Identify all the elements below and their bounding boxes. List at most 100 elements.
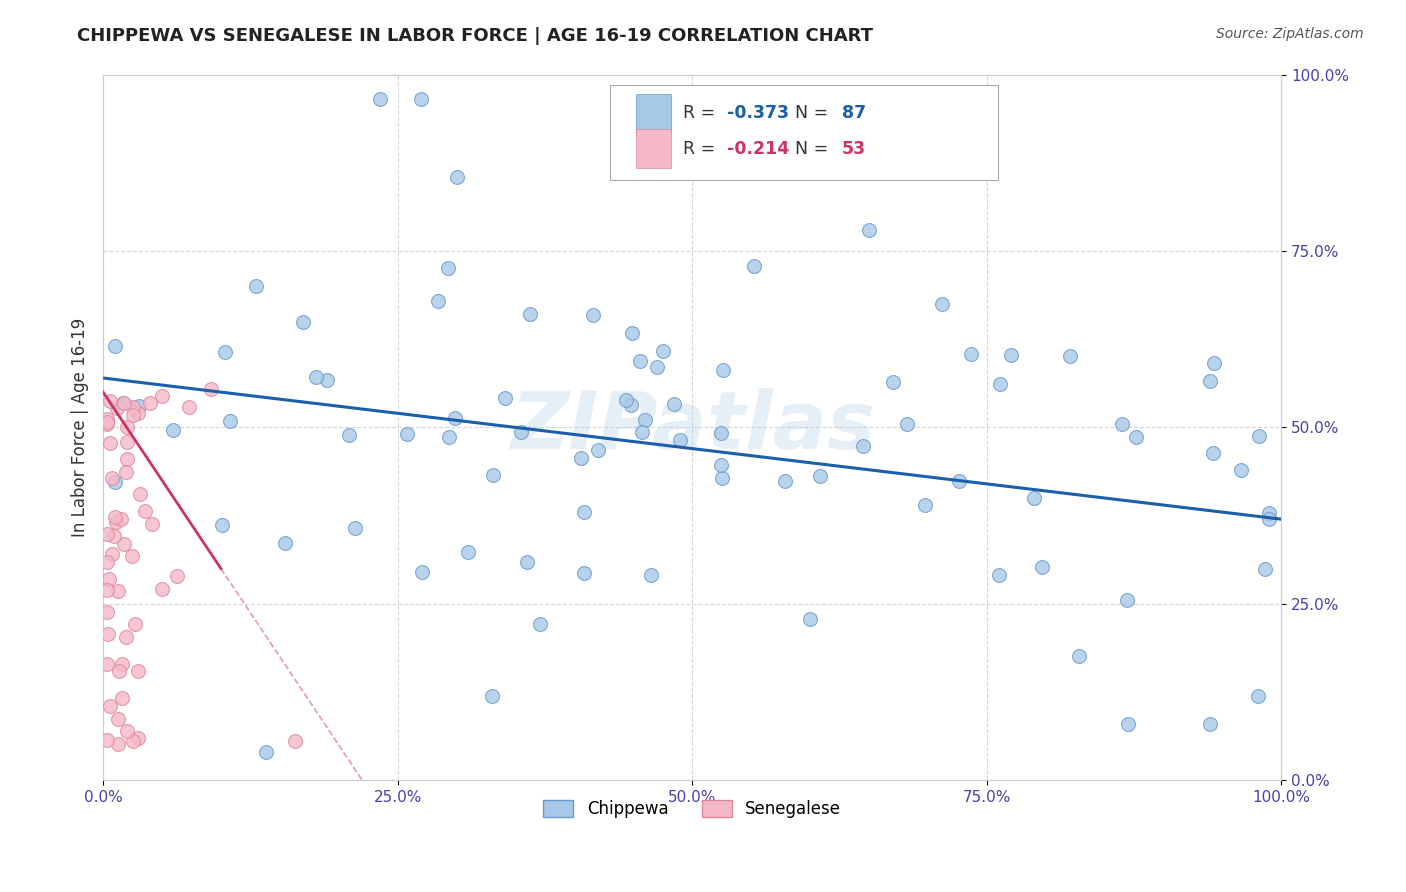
Point — [96, 657, 118, 672]
Legend: Chippewa, Senegalese: Chippewa, Senegalese — [537, 793, 848, 825]
Point — [107, 583, 129, 598]
Point — [111, 657, 134, 672]
Point — [127, 665, 149, 679]
Point — [107, 738, 129, 752]
Point — [481, 689, 503, 703]
Point — [569, 451, 592, 466]
Point — [1000, 348, 1022, 362]
Point — [141, 516, 163, 531]
Point — [457, 545, 479, 559]
Point — [211, 518, 233, 533]
Point — [1202, 356, 1225, 370]
Point — [1059, 350, 1081, 364]
Point — [658, 155, 681, 169]
Point — [411, 566, 433, 580]
Point — [305, 370, 328, 384]
Point — [104, 475, 127, 489]
Point — [631, 425, 654, 439]
Point — [124, 616, 146, 631]
Point — [628, 354, 651, 368]
Point — [620, 398, 643, 412]
Text: -0.373: -0.373 — [727, 104, 789, 122]
Point — [1024, 491, 1046, 505]
Point — [98, 698, 121, 713]
Point — [709, 458, 731, 472]
Point — [988, 376, 1011, 391]
Point — [620, 326, 643, 341]
Point — [411, 92, 433, 106]
Point — [808, 468, 831, 483]
Point — [105, 401, 128, 416]
Point — [121, 734, 143, 748]
Point — [437, 261, 460, 276]
Point — [1199, 716, 1222, 731]
Point — [773, 475, 796, 489]
Point — [104, 339, 127, 353]
Point — [98, 394, 121, 409]
Point — [1031, 559, 1053, 574]
Point — [1202, 446, 1225, 460]
Point — [572, 505, 595, 519]
Point — [634, 413, 657, 427]
Point — [254, 745, 277, 759]
Point — [852, 439, 875, 453]
Y-axis label: In Labor Force | Age 16-19: In Labor Force | Age 16-19 — [72, 318, 89, 537]
Point — [200, 382, 222, 396]
Point — [931, 296, 953, 310]
Point — [669, 433, 692, 447]
Point — [101, 547, 124, 561]
Text: 87: 87 — [842, 104, 866, 122]
Point — [108, 664, 131, 678]
Point — [914, 499, 936, 513]
Point — [582, 308, 605, 322]
Point — [96, 605, 118, 619]
Point — [858, 223, 880, 237]
Point — [437, 430, 460, 444]
Point — [960, 347, 983, 361]
Point — [710, 425, 733, 440]
Text: N =: N = — [794, 140, 828, 158]
Point — [1246, 689, 1268, 703]
Text: ZIPatlas: ZIPatlas — [509, 388, 875, 467]
Point — [103, 529, 125, 543]
Point — [121, 549, 143, 563]
Point — [343, 521, 366, 535]
Text: R =: R = — [683, 104, 714, 122]
Point — [510, 425, 533, 439]
Point — [111, 395, 134, 409]
FancyBboxPatch shape — [636, 94, 671, 133]
Point — [1111, 417, 1133, 432]
Point — [572, 566, 595, 580]
Point — [645, 359, 668, 374]
Point — [122, 408, 145, 422]
Point — [104, 509, 127, 524]
Point — [97, 572, 120, 586]
Point — [96, 583, 118, 598]
Point — [316, 373, 339, 387]
Point — [337, 428, 360, 442]
Point — [284, 733, 307, 747]
Point — [652, 344, 675, 359]
Point — [446, 169, 468, 184]
Point — [150, 389, 173, 403]
Point — [710, 471, 733, 485]
Point — [529, 617, 551, 632]
Point — [1254, 562, 1277, 576]
Point — [588, 442, 610, 457]
Point — [97, 626, 120, 640]
Point — [444, 411, 467, 425]
Point — [948, 474, 970, 488]
Point — [177, 400, 200, 414]
Point — [107, 712, 129, 726]
Point — [127, 406, 149, 420]
Point — [245, 279, 267, 293]
Point — [139, 395, 162, 409]
Point — [96, 555, 118, 569]
Point — [711, 363, 734, 377]
Point — [368, 92, 391, 106]
Point — [112, 537, 135, 551]
Point — [98, 435, 121, 450]
Text: Source: ZipAtlas.com: Source: ZipAtlas.com — [1216, 27, 1364, 41]
Text: N =: N = — [794, 104, 828, 122]
Point — [614, 392, 637, 407]
